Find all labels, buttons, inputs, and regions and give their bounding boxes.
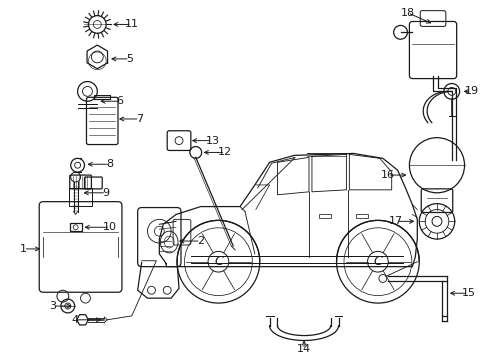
Text: 10: 10	[103, 222, 117, 232]
Text: C: C	[373, 255, 382, 268]
Text: 11: 11	[124, 19, 139, 30]
Text: 12: 12	[218, 148, 232, 157]
Text: C: C	[214, 255, 223, 268]
Text: 19: 19	[464, 86, 478, 96]
Bar	[356, 215, 367, 219]
Text: 13: 13	[205, 136, 219, 145]
Text: 14: 14	[296, 345, 310, 354]
Text: 15: 15	[461, 288, 474, 298]
Text: 7: 7	[136, 114, 143, 124]
Text: 4: 4	[71, 315, 78, 325]
Text: 6: 6	[116, 96, 123, 106]
Text: 17: 17	[388, 216, 402, 226]
Text: 3: 3	[49, 301, 57, 311]
Text: 16: 16	[380, 170, 394, 180]
Bar	[70, 223, 81, 231]
Text: 9: 9	[102, 188, 109, 198]
Text: 8: 8	[106, 159, 113, 169]
Text: 2: 2	[197, 236, 204, 246]
Text: 1: 1	[20, 244, 27, 254]
Text: 5: 5	[126, 54, 133, 64]
Bar	[69, 188, 92, 206]
Bar	[318, 215, 330, 219]
Text: 18: 18	[400, 8, 414, 18]
